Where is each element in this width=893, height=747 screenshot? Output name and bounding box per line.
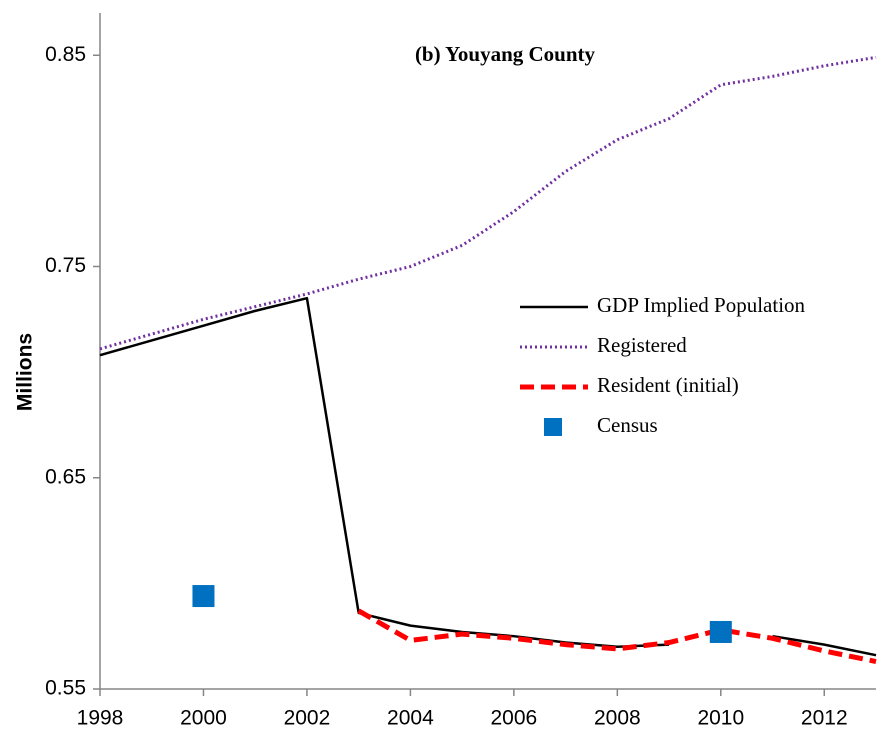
x-tick-label: 2006	[491, 707, 538, 730]
legend-swatch	[544, 418, 562, 436]
y-tick-label: 0.65	[45, 465, 86, 488]
y-tick-label: 0.75	[45, 254, 86, 277]
chart-title: (b) Youyang County	[415, 42, 596, 66]
legend-label: GDP Implied Population	[597, 293, 806, 317]
x-tick-label: 2010	[697, 707, 744, 730]
x-tick-label: 2004	[387, 707, 434, 730]
y-axis-label: Millions	[14, 333, 37, 411]
series-line	[99, 296, 670, 648]
legend-label: Registered	[597, 333, 687, 357]
census-marker	[709, 620, 732, 643]
x-tick-label: 2012	[801, 707, 848, 730]
x-tick-label: 1998	[77, 707, 124, 730]
x-tick-label: 2000	[180, 707, 227, 730]
y-tick-label: 0.55	[45, 677, 86, 700]
census-marker	[192, 585, 215, 608]
series-line	[357, 608, 877, 664]
x-tick-label: 2008	[594, 707, 641, 730]
series-line	[772, 634, 877, 657]
y-tick-label: 0.85	[45, 43, 86, 66]
legend-label: Resident (initial)	[597, 373, 739, 397]
legend-label: Census	[597, 413, 658, 437]
x-tick-label: 2002	[284, 707, 331, 730]
